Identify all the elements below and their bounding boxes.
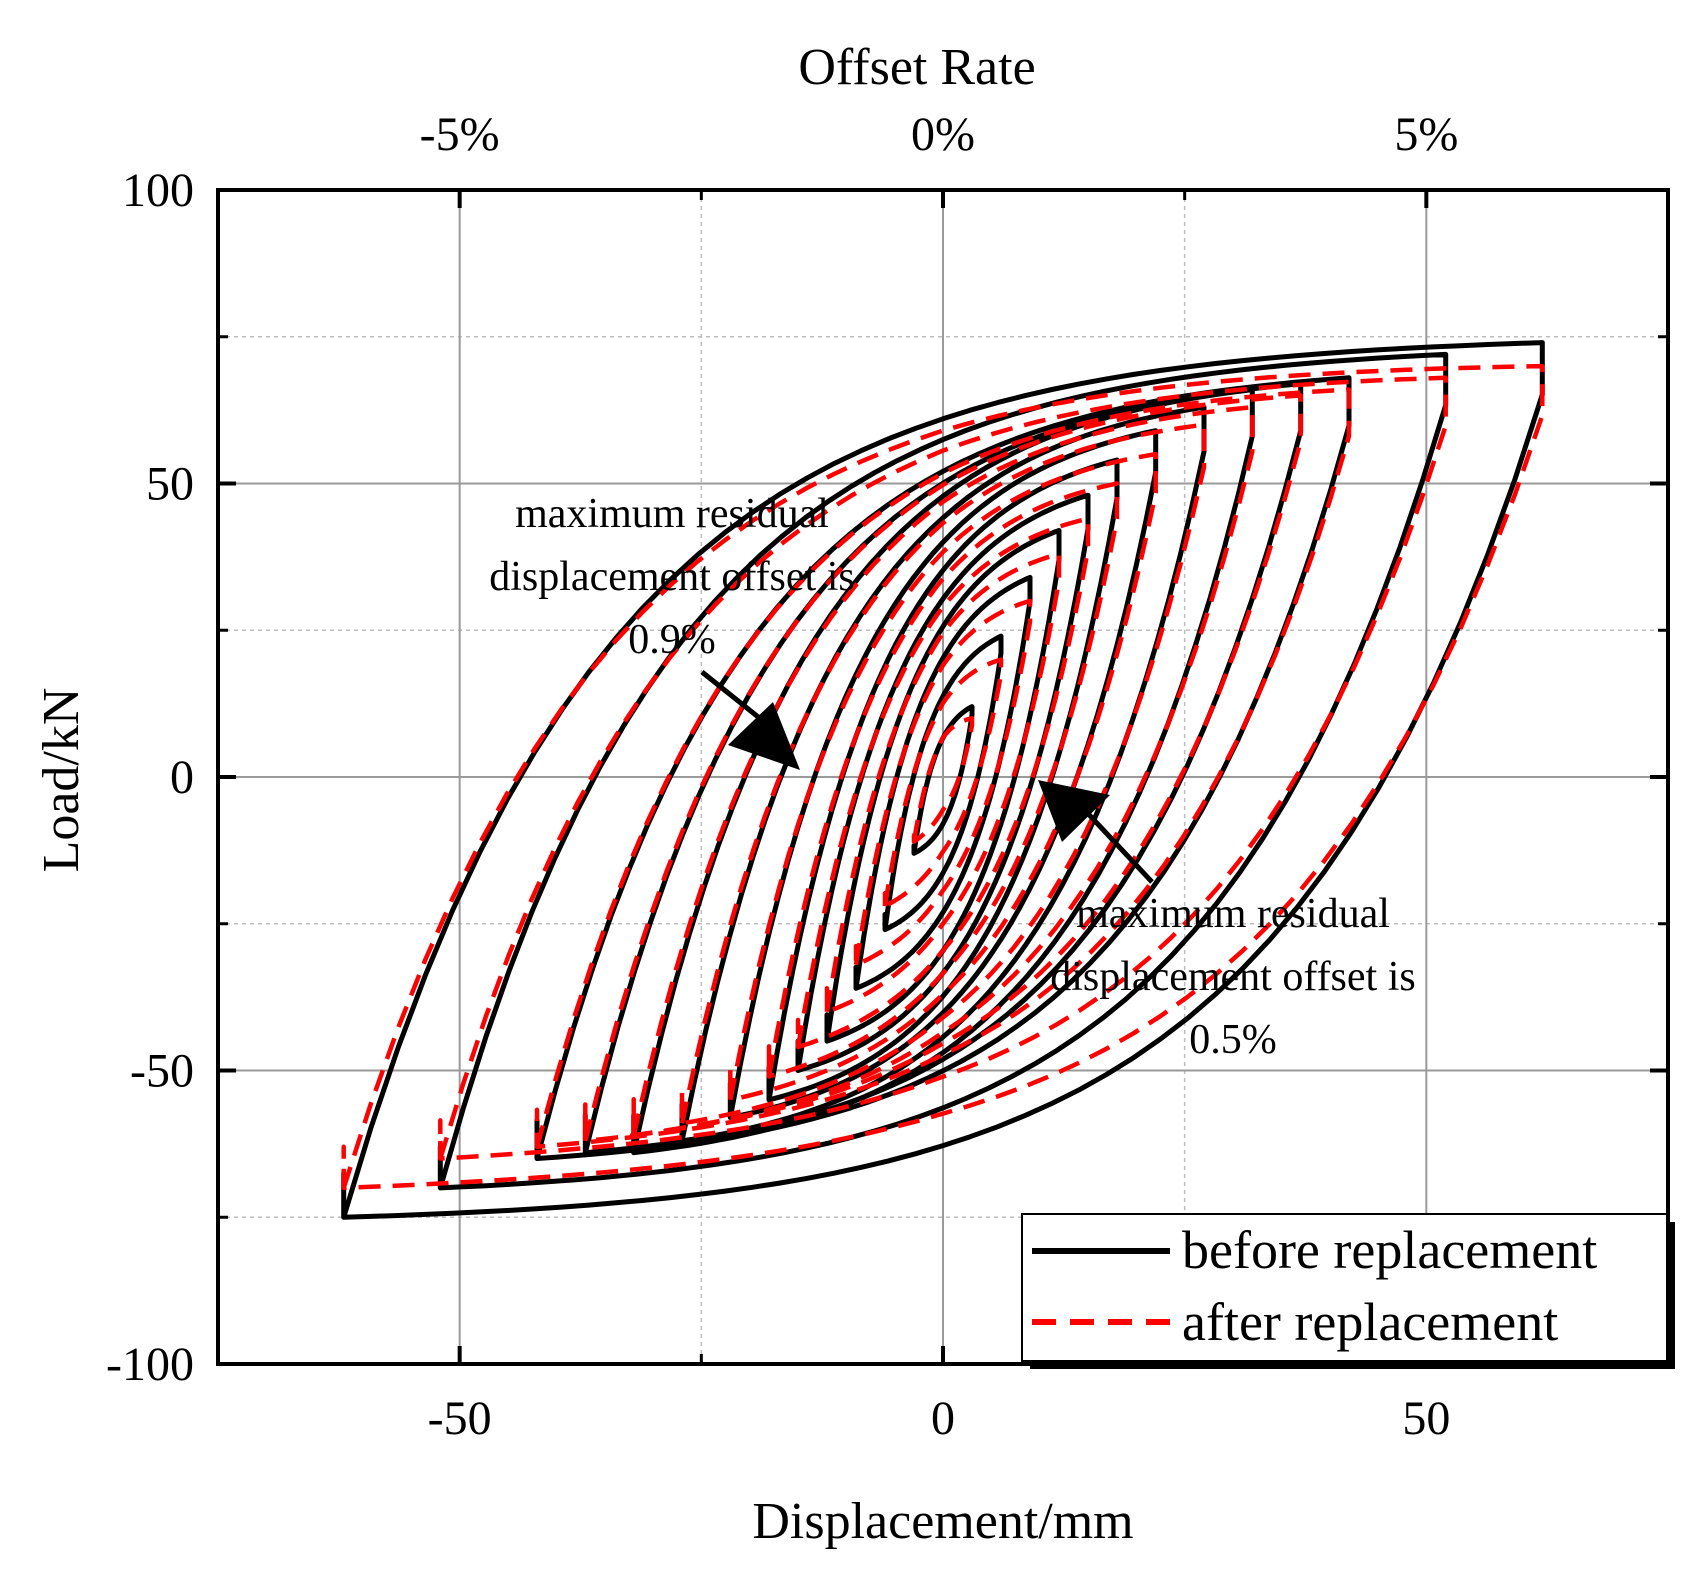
legend-label-after: after replacement	[1182, 1292, 1558, 1352]
annotation-2-line-3: 0.5%	[1189, 1017, 1277, 1063]
hysteresis-loop	[583, 393, 1303, 1144]
annotation-residual-offset-0-9: maximum residual displacement offset is …	[489, 491, 855, 770]
annotation-2-line-1: maximum residual	[1076, 891, 1390, 937]
annotation-1-line-2: displacement offset is	[489, 554, 854, 600]
annotation-residual-offset-0-5: maximum residual displacement offset is …	[1038, 780, 1416, 1063]
hysteresis-loop	[911, 716, 975, 844]
y-tick-label: 100	[122, 164, 194, 217]
y-tick-label: 0	[170, 751, 194, 804]
x-tick-label: -50	[428, 1392, 492, 1445]
top-tick-label: 5%	[1394, 108, 1458, 161]
hysteresis-loop	[824, 551, 1062, 1015]
hysteresis-loop	[882, 657, 1004, 909]
axes	[216, 188, 1670, 1366]
x-axis-title: Displacement/mm	[752, 1493, 1133, 1550]
top-tick-label: 0%	[911, 108, 975, 161]
tick-labels: -50 0 50 -5% 0% 5% -100 -50 0 50 100	[106, 108, 1458, 1445]
hysteresis-loop	[341, 340, 1545, 1220]
hysteresis-loop	[438, 375, 1448, 1161]
hysteresis-loop	[631, 404, 1255, 1138]
annotation-1-arrow-shaft	[700, 670, 764, 722]
curve-layer	[341, 340, 1545, 1220]
y-tick-label: 50	[146, 458, 194, 511]
hysteresis-loop	[728, 451, 1158, 1103]
hysteresis-loop	[437, 351, 1449, 1191]
top-tick-label: -5%	[420, 108, 500, 161]
series-after-replacement	[341, 363, 1545, 1191]
top-axis-title: Offset Rate	[798, 39, 1035, 96]
annotation-1-line-1: maximum residual	[515, 491, 829, 537]
hysteresis-loop	[766, 481, 1120, 1079]
legend-label-before: before replacement	[1182, 1220, 1597, 1280]
annotation-2-line-2: displacement offset is	[1050, 954, 1415, 1000]
legend: before replacement after replacement	[1021, 1213, 1675, 1369]
hysteresis-loop	[795, 516, 1091, 1050]
annotation-2-arrowhead	[1038, 780, 1110, 842]
annotation-2-arrow-shaft	[1078, 803, 1154, 884]
hysteresis-loop	[853, 598, 1033, 968]
legend-box	[1021, 1213, 1668, 1362]
hysteresis-loop	[341, 363, 1545, 1191]
hysteresis-loop	[766, 457, 1120, 1103]
x-tick-label: 0	[931, 1392, 955, 1445]
hysteresis-loop	[534, 387, 1352, 1150]
x-tick-label: 50	[1402, 1392, 1450, 1445]
hysteresis-loop	[679, 404, 1207, 1144]
y-tick-label: -100	[106, 1338, 194, 1391]
annotation-1-arrowhead	[728, 702, 800, 770]
y-tick-label: -50	[130, 1045, 194, 1098]
y-axis-title: Load/kN	[33, 688, 90, 873]
annotation-1-line-3: 0.9%	[628, 617, 716, 663]
hysteresis-loop	[727, 428, 1159, 1120]
